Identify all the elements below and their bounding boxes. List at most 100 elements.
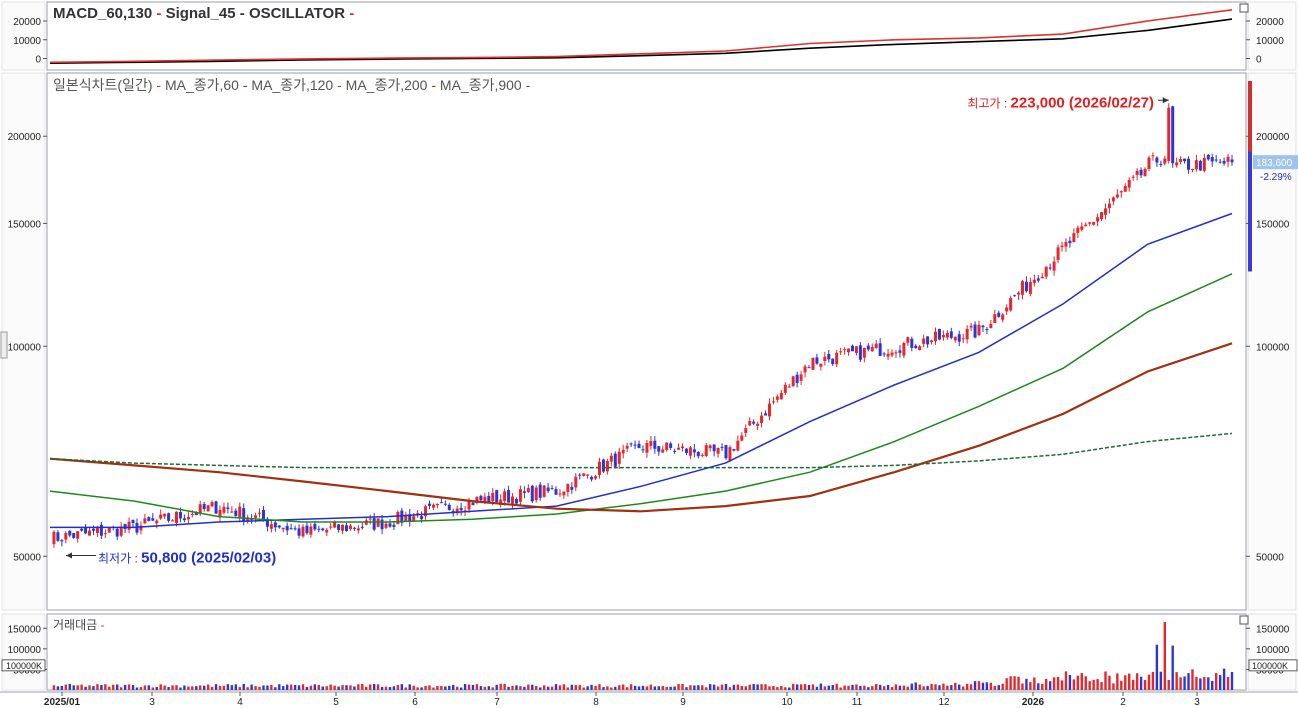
x-tick-label: 2 [1120,697,1126,708]
volume-bar [803,684,807,690]
volume-bar [1037,683,1040,690]
candle-body [475,496,479,503]
candle-body [1096,217,1100,222]
candle-body [1020,281,1024,295]
price-pane-frame [46,72,1247,611]
candle-body [178,511,182,519]
volume-bar [1171,645,1174,690]
x-tick-label: 7 [494,697,500,708]
candle-body [1052,261,1056,271]
volume-bar [1060,680,1064,690]
candle-body [835,352,839,365]
macd-pane-frame-left-axis [1,1,46,71]
candle-body [443,503,447,505]
volume-bar [602,687,605,690]
candle-body [649,441,653,446]
volume-bar [799,684,803,690]
volume-title-dash: - [97,618,104,632]
candle-body [1218,161,1222,163]
candle-body [526,488,530,493]
volume-bar [404,687,407,690]
left-scroll-handle[interactable] [0,331,8,359]
volume-bar [610,687,613,690]
volume-bar [1139,676,1143,690]
x-tick-label: 3 [1194,697,1200,708]
volume-bar [566,687,570,690]
price-tick-label-left: 150000 [8,219,42,230]
candle-body [392,524,396,527]
volume-bar [1068,674,1072,690]
candle-body [277,525,281,528]
volume-bar [637,686,641,690]
x-tick-label: 6 [412,697,418,708]
candle-body [882,353,886,355]
volume-bar [1163,622,1166,690]
volume-bar [531,684,534,690]
candle-body [570,487,574,490]
candle-body [60,540,64,542]
volume-bar [116,684,119,690]
volume-bar [645,686,649,690]
volume-bar [432,687,435,690]
volume-bar [1175,672,1178,690]
volume-bar [1052,677,1056,690]
candle-body [72,532,76,539]
candle-body [163,513,167,517]
candle-body [412,516,416,521]
macd-title-part: - [236,5,249,22]
candle-body [424,506,428,517]
candle-body [242,508,246,521]
x-tick-label: 3 [149,697,155,708]
volume-bar [424,685,427,690]
candle-body [439,502,443,504]
volume-bar [191,686,194,690]
volume-bar [756,684,759,690]
volume-bar [950,685,953,690]
candle-body [1024,281,1028,292]
volume-bar [309,685,313,690]
candle-body [661,449,665,453]
candle-body [1068,240,1072,244]
candle-body [878,343,882,356]
volume-bar [369,684,372,690]
volume-bar [681,683,684,690]
volume-bar [1013,676,1016,690]
candle-body [1194,160,1198,170]
candle-body [471,502,475,506]
volume-bar [1143,679,1147,690]
candle-body [285,525,289,531]
volume-bar [444,686,447,690]
volume-bar [1009,676,1012,690]
volume-bar [910,683,913,690]
candle-body [202,504,206,509]
candle-body [1127,179,1131,188]
volume-bar [562,684,566,690]
volume-bar [1092,679,1095,690]
macd-pane-maximize-icon[interactable] [1239,3,1249,13]
low-price-prefix: 최저가 : [98,551,141,565]
volume-bar [768,686,771,690]
candle-body [234,510,238,517]
candle-body [910,338,914,348]
volume-bar [855,684,858,690]
volume-bar [151,687,154,690]
volume-bar [175,685,178,690]
candle-body [760,415,764,423]
volume-bar [92,686,95,690]
price-title-part: MA_종가,900 [440,77,522,93]
volume-pane-maximize-icon[interactable] [1239,615,1249,625]
volume-bar [119,687,123,690]
candle-body [518,489,522,502]
candle-body [740,435,744,441]
volume-bar [143,685,147,690]
candle-body [688,447,692,456]
price-range-bar-upper [1248,81,1252,152]
candle-body [775,396,779,400]
candle-body [609,455,613,462]
candle-body [396,512,400,525]
volume-bar [689,685,692,690]
volume-bar [965,683,969,690]
candle-body [811,357,815,370]
volume-bar [1226,676,1230,690]
volume-bar [946,685,949,690]
